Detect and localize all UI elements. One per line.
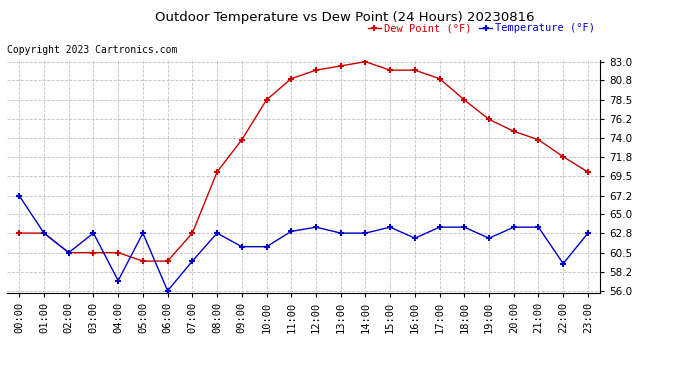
Text: Copyright 2023 Cartronics.com: Copyright 2023 Cartronics.com xyxy=(7,45,177,55)
Text: Outdoor Temperature vs Dew Point (24 Hours) 20230816: Outdoor Temperature vs Dew Point (24 Hou… xyxy=(155,11,535,24)
Legend: Dew Point (°F), Temperature (°F): Dew Point (°F), Temperature (°F) xyxy=(368,23,595,33)
